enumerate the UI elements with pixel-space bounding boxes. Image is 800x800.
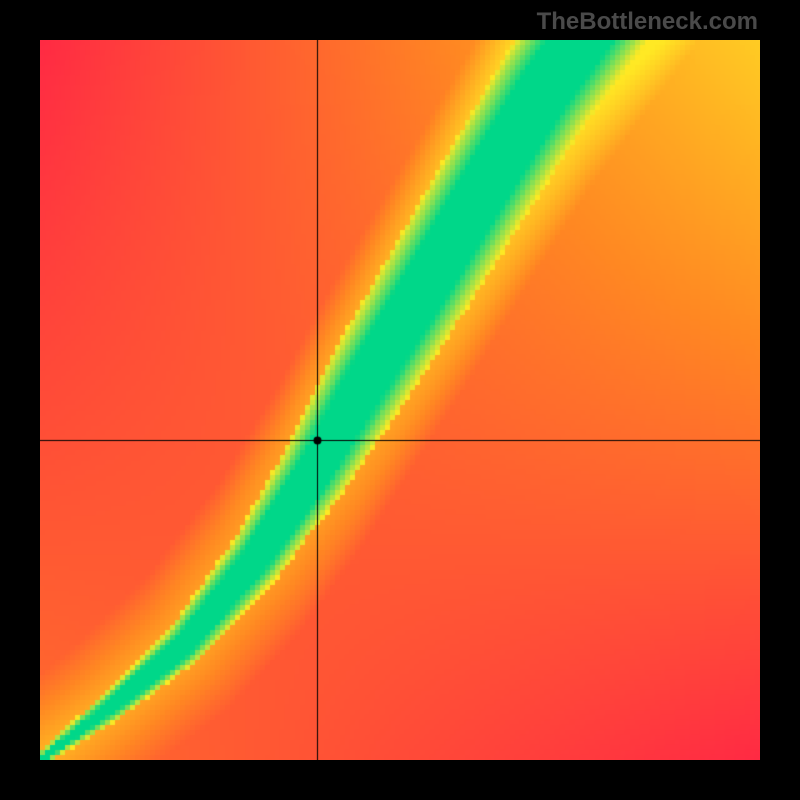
watermark-text: TheBottleneck.com	[537, 8, 758, 36]
chart-container: { "watermark": { "text": "TheBottleneck.…	[0, 0, 800, 800]
bottleneck-heatmap	[40, 40, 760, 760]
